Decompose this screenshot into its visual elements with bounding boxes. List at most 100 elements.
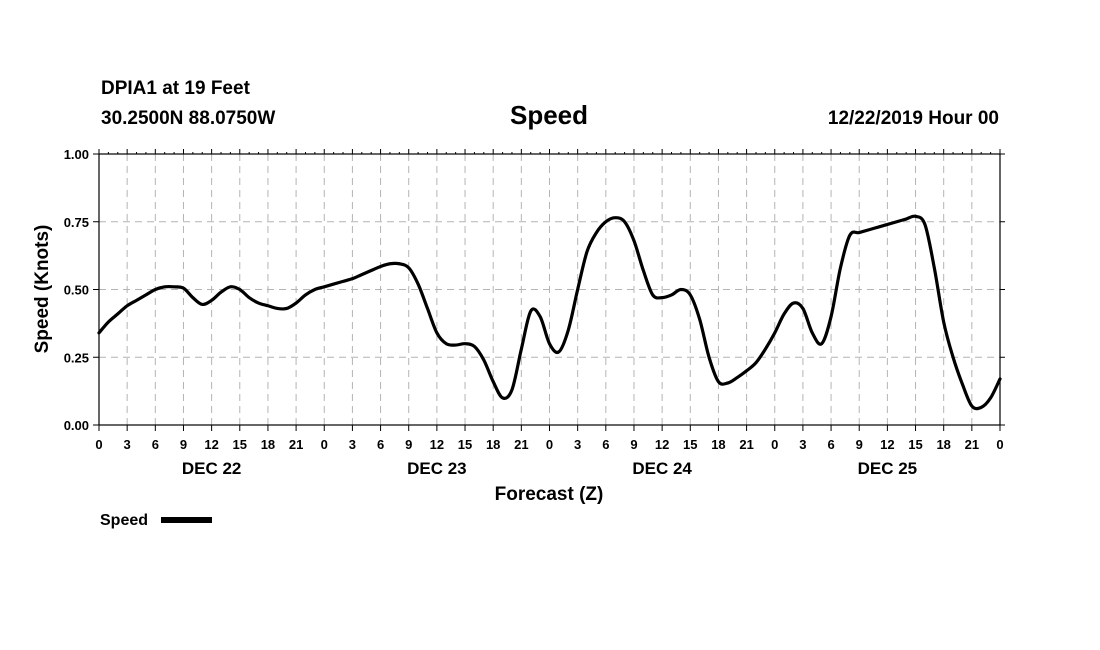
- speed-data-point: [126, 305, 128, 307]
- speed-data-point: [623, 221, 625, 223]
- x-tick-label: 12: [204, 437, 218, 452]
- speed-data-point: [652, 294, 654, 296]
- speed-data-point: [182, 287, 184, 289]
- speed-data-point: [445, 343, 447, 345]
- speed-data-point: [811, 332, 813, 334]
- speed-data-point: [727, 382, 729, 384]
- x-tick-label: 21: [514, 437, 528, 452]
- speed-data-point: [896, 221, 898, 223]
- speed-data-point: [745, 370, 747, 372]
- day-label: DEC 25: [858, 459, 918, 478]
- grid-lines: [99, 154, 1000, 425]
- axis-ticks: [93, 149, 1005, 431]
- x-tick-label: 21: [289, 437, 303, 452]
- speed-data-point: [267, 305, 269, 307]
- speed-data-point: [370, 269, 372, 271]
- speed-data-point: [473, 345, 475, 347]
- speed-data-point: [642, 269, 644, 271]
- speed-data-point: [379, 265, 381, 267]
- x-tick-label: 0: [95, 437, 102, 452]
- speed-data-point: [802, 307, 804, 309]
- speed-data-point: [614, 216, 616, 218]
- speed-data-point: [135, 299, 137, 301]
- x-tick-label: 6: [827, 437, 834, 452]
- speed-data-point: [436, 332, 438, 334]
- day-label: DEC 22: [182, 459, 242, 478]
- speed-data-point: [164, 286, 166, 288]
- y-tick-label: 1.00: [64, 147, 89, 162]
- x-tick-label: 15: [458, 437, 472, 452]
- speed-data-point: [295, 302, 297, 304]
- speed-data-point: [361, 273, 363, 275]
- speed-data-point: [239, 288, 241, 290]
- x-tick-label: 18: [261, 437, 275, 452]
- legend-label: Speed: [100, 512, 148, 529]
- speed-data-point: [867, 229, 869, 231]
- speed-data-point: [145, 294, 147, 296]
- y-axis-label: Speed (Knots): [32, 225, 53, 354]
- speed-data-point: [511, 389, 513, 391]
- speed-data-point: [774, 332, 776, 334]
- speed-data-point: [783, 313, 785, 315]
- speed-data-point: [304, 294, 306, 296]
- speed-data-point: [689, 294, 691, 296]
- speed-data-point: [332, 283, 334, 285]
- x-tick-labels: 0 3 6 9 12 15 18 21 0 3 6 9 12 15 18 21 0 3 6 9 12 15 18 21 0 3 6 9…: [95, 437, 1003, 452]
- speed-data-point: [942, 321, 944, 323]
- y-tick-label: 0.25: [64, 350, 89, 365]
- day-label: DEC 23: [407, 459, 467, 478]
- speed-data-point: [905, 218, 907, 220]
- x-tick-label: 9: [630, 437, 637, 452]
- run-time-label: 12/22/2019 Hour 00: [828, 108, 999, 129]
- speed-series-line: [97, 214, 1002, 411]
- speed-data-point: [276, 307, 278, 309]
- speed-data-point: [492, 380, 494, 382]
- x-tick-label: 9: [180, 437, 187, 452]
- speed-data-point: [576, 288, 578, 290]
- speed-data-point: [417, 283, 419, 285]
- speed-data-point: [286, 307, 288, 309]
- speed-data-point: [717, 380, 719, 382]
- speed-data-point: [501, 397, 503, 399]
- speed-data-point: [314, 288, 316, 290]
- speed-data-point: [248, 296, 250, 298]
- speed-data-point: [914, 215, 916, 217]
- speed-data-point: [971, 405, 973, 407]
- speed-data-point: [530, 310, 532, 312]
- x-tick-label: 0: [996, 437, 1003, 452]
- legend: Speed: [100, 512, 212, 529]
- x-tick-label: 21: [739, 437, 753, 452]
- x-tick-label: 15: [908, 437, 922, 452]
- speed-data-point: [558, 351, 560, 353]
- speed-data-point: [98, 332, 100, 334]
- speed-data-point: [980, 406, 982, 408]
- speed-data-point: [839, 267, 841, 269]
- speed-data-point: [351, 277, 353, 279]
- x-tick-label: 9: [405, 437, 412, 452]
- x-tick-label: 6: [377, 437, 384, 452]
- speed-data-point: [173, 286, 175, 288]
- speed-data-point: [548, 343, 550, 345]
- speed-data-point: [886, 223, 888, 225]
- x-tick-label: 6: [602, 437, 609, 452]
- speed-data-point: [408, 267, 410, 269]
- speed-data-point: [567, 329, 569, 331]
- speed-data-point: [830, 315, 832, 317]
- x-tick-label: 18: [711, 437, 725, 452]
- speed-data-point: [989, 397, 991, 399]
- speed-data-point: [736, 376, 738, 378]
- x-tick-label: 6: [152, 437, 159, 452]
- speed-data-point: [698, 318, 700, 320]
- x-tick-label: 21: [965, 437, 979, 452]
- x-tick-label: 0: [321, 437, 328, 452]
- speed-data-point: [858, 231, 860, 233]
- x-tick-label: 3: [124, 437, 131, 452]
- x-tick-label: 18: [486, 437, 500, 452]
- speed-data-point: [464, 343, 466, 345]
- speed-data-point: [877, 226, 879, 228]
- speed-data-point: [661, 296, 663, 298]
- speed-data-point: [398, 263, 400, 265]
- speed-data-point: [605, 221, 607, 223]
- speed-data-point: [595, 231, 597, 233]
